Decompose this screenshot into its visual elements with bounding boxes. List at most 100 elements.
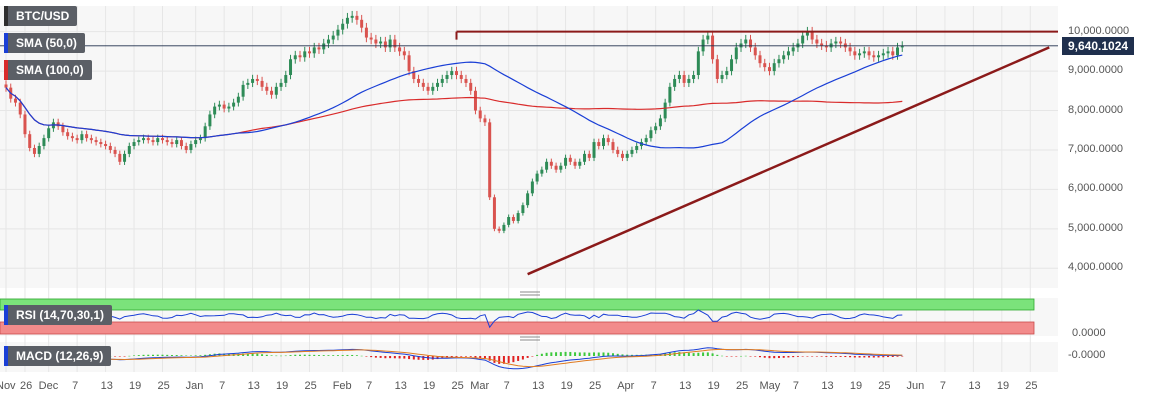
time-tick-label: 19 bbox=[560, 380, 573, 392]
candle-body bbox=[867, 51, 871, 56]
sma50-swatch bbox=[4, 33, 8, 53]
candle-body bbox=[241, 84, 245, 97]
macd-tag[interactable]: MACD (12,26,9) bbox=[4, 346, 112, 366]
time-tick-label: Dec bbox=[38, 380, 59, 392]
candle-body bbox=[270, 90, 274, 95]
time-tick-label: 25 bbox=[451, 380, 464, 392]
time-tick-label: 7 bbox=[792, 380, 800, 392]
macd-signal-line bbox=[5, 348, 903, 368]
candle-body bbox=[469, 82, 473, 91]
candle-body bbox=[749, 39, 753, 48]
candle-body bbox=[345, 17, 349, 24]
candle-body bbox=[194, 140, 198, 145]
macd-histogram-bar bbox=[161, 354, 164, 356]
macd-histogram-bar bbox=[493, 356, 496, 363]
time-tick-label: 13 bbox=[394, 380, 407, 392]
candle-body bbox=[217, 104, 221, 107]
candle-body bbox=[573, 161, 577, 166]
candle-body bbox=[801, 35, 805, 44]
macd-histogram-bar bbox=[398, 356, 401, 359]
candle-body bbox=[222, 104, 226, 109]
macd-axis-label: -0.0000 bbox=[1068, 349, 1106, 361]
macd-histogram-bar bbox=[868, 356, 871, 358]
macd-histogram-bar bbox=[351, 354, 354, 356]
candle-body bbox=[165, 140, 169, 143]
time-tick-label: 7 bbox=[939, 380, 947, 392]
sma100-swatch bbox=[4, 60, 8, 80]
macd-histogram-bar bbox=[521, 356, 524, 360]
candle-body bbox=[900, 45, 904, 48]
candle-body bbox=[421, 82, 425, 87]
candle-body bbox=[782, 55, 786, 60]
macd-histogram-bar bbox=[536, 354, 539, 356]
rsi-tag[interactable]: RSI (14,70,30,1) bbox=[4, 305, 113, 325]
candle-body bbox=[715, 59, 719, 79]
macd-swatch bbox=[4, 346, 8, 366]
sma50-label: SMA (50,0) bbox=[16, 36, 77, 50]
candle-body bbox=[611, 142, 615, 150]
time-tick-label: Nov bbox=[0, 380, 16, 392]
macd-histogram-bar bbox=[593, 352, 596, 356]
macd-histogram-bar bbox=[488, 356, 491, 361]
time-tick-label: Mar bbox=[470, 380, 490, 392]
candle-body bbox=[753, 47, 757, 56]
macd-histogram-bar bbox=[137, 355, 140, 356]
candle-body bbox=[858, 53, 862, 56]
macd-histogram-bar bbox=[294, 354, 297, 356]
macd-histogram-bar bbox=[853, 356, 856, 358]
support-trendline bbox=[527, 46, 1050, 276]
candle-body bbox=[355, 15, 359, 20]
candle-body bbox=[94, 140, 98, 143]
sma100-tag[interactable]: SMA (100,0) bbox=[4, 60, 92, 80]
candle-body bbox=[630, 149, 634, 154]
candle-body bbox=[388, 39, 392, 48]
time-tick-label: 25 bbox=[589, 380, 602, 392]
macd-histogram-bar bbox=[128, 355, 131, 357]
candle-body bbox=[540, 169, 544, 174]
price-tick-label: 7,000.0000 bbox=[1068, 142, 1124, 155]
candle-body bbox=[824, 45, 828, 48]
macd-histogram-bar bbox=[801, 356, 804, 357]
macd-histogram-bar bbox=[189, 355, 192, 357]
macd-histogram-bar bbox=[787, 356, 790, 358]
candle-body bbox=[426, 86, 430, 91]
candle-body bbox=[56, 122, 60, 127]
candle-body bbox=[260, 80, 264, 87]
macd-histogram-bar bbox=[223, 353, 226, 356]
macd-histogram-bar bbox=[735, 356, 738, 357]
macd-histogram-bar bbox=[199, 355, 202, 356]
sma50-tag[interactable]: SMA (50,0) bbox=[4, 33, 85, 53]
macd-histogram-bar bbox=[256, 353, 259, 356]
candle-body bbox=[326, 39, 330, 44]
candle-body bbox=[507, 217, 511, 225]
macd-histogram-bar bbox=[303, 354, 306, 356]
macd-histogram-bar bbox=[749, 356, 752, 357]
time-tick-label: 7 bbox=[503, 380, 510, 392]
macd-histogram-bar bbox=[564, 351, 567, 356]
candle-body bbox=[473, 90, 477, 111]
time-tick-label: May bbox=[759, 380, 781, 392]
macd-histogram-bar bbox=[118, 356, 121, 357]
rsi-oversold-band bbox=[0, 321, 1035, 335]
candle-body bbox=[535, 173, 539, 182]
candle-body bbox=[834, 41, 838, 44]
candle-body bbox=[47, 128, 51, 139]
time-tick-label: 13 bbox=[968, 380, 981, 392]
macd-histogram-bar bbox=[626, 354, 629, 356]
candle-body bbox=[61, 126, 65, 133]
macd-histogram-bar bbox=[702, 352, 705, 356]
symbol-tag[interactable]: BTC/USD bbox=[4, 6, 78, 26]
macd-histogram-bar bbox=[721, 355, 724, 357]
macd-histogram-bar bbox=[683, 352, 686, 356]
candle-body bbox=[417, 78, 421, 83]
macd-histogram-bar bbox=[597, 352, 600, 356]
macd-histogram-bar bbox=[830, 356, 833, 357]
candle-body bbox=[431, 86, 435, 91]
candle-body bbox=[654, 126, 658, 131]
macd-histogram-bar bbox=[360, 355, 363, 357]
macd-histogram-bar bbox=[825, 356, 828, 357]
macd-histogram-bar bbox=[815, 356, 818, 357]
candle-body bbox=[265, 86, 269, 91]
macd-histogram-bar bbox=[479, 356, 482, 358]
